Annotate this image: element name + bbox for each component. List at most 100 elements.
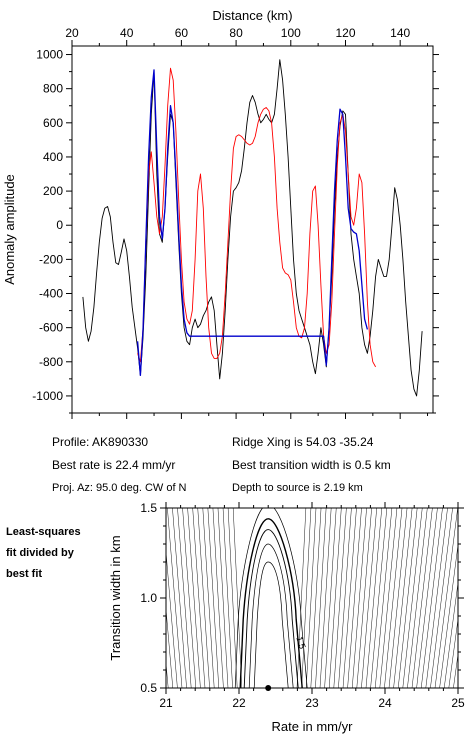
contour-line [347,508,362,688]
profile-id: Profile: AK890330 [52,435,148,449]
contour-line [338,508,352,688]
contour-line [192,508,206,688]
anomaly-series-line [137,67,376,368]
contour-line [166,549,178,688]
contour-line [315,508,327,688]
contour-line [379,508,398,688]
anomaly-plot-frame [71,45,434,414]
contour-line [443,581,458,688]
misfit-contour-chart: 21 22 23 24 25 0.5 1.0 1.5 1.5 Rate in mm/yr Tr… [108,501,465,734]
x-tick-label: 140 [390,26,410,40]
x-tick-label: 100 [281,26,301,40]
contour-line [305,508,317,688]
y-tick-label: 0.5 [140,681,157,695]
contour-line [448,617,458,688]
y-tick-label: 400 [43,150,63,164]
best-transition-width: Best transition width is 0.5 km [232,458,391,472]
contour-line [232,508,243,688]
x-tick-label: 20 [65,26,79,40]
contour-line [430,508,453,688]
anomaly-profile-chart: 20 40 60 80 100 120 140 1000 800 600 400 200 0 -200 -4… [2,8,439,419]
note-line-3: best fit [6,568,42,580]
anomaly-axis-label: Anomaly amplitude [2,174,17,285]
contour-line [182,508,197,688]
contour-line [207,508,220,688]
y-tick-label: 600 [43,116,63,130]
y-tick-label: -600 [39,321,63,335]
contour-line [122,508,141,688]
contour-line [370,508,388,688]
y-tick-label: 1.0 [140,591,157,605]
contour-line [388,508,408,688]
x-tick-label: 22 [232,696,246,710]
best-rate: Best rate is 22.4 mm/yr [52,458,175,472]
contour-line [361,508,377,688]
contour-line [420,508,443,688]
contour-line [227,508,238,688]
contour-line [439,543,458,688]
x-tick-label: 25 [451,696,465,710]
contour-line [301,508,312,688]
note-line-2: fit divided by [6,547,75,559]
contour-line [397,508,418,688]
transition-width-axis-label: Transition width in km [108,535,123,660]
y-tick-label: -400 [39,287,63,301]
x-tick-label: 60 [175,26,189,40]
anomaly-series-line [82,59,423,397]
y-tick-label: 1.5 [140,501,157,515]
source-depth: Depth to source is 2.19 km [232,482,363,494]
x-tick-label: 120 [335,26,355,40]
contour-line [197,508,210,688]
contour-arch [239,518,303,688]
y-tick-label: 200 [43,184,63,198]
contour-line [167,508,183,688]
contour-arch [248,543,294,688]
contour-line [411,508,433,688]
contour-line [342,508,357,688]
contour-line [356,508,372,688]
contour-line [319,508,332,688]
contour-line [212,508,224,688]
distance-axis-label: Distance (km) [212,8,292,23]
contour-line [434,508,458,688]
contour-line [333,508,347,688]
x-tick-label: 23 [305,696,319,710]
contour-line [172,508,187,688]
contour-axis-ticks: 21 22 23 24 25 0.5 1.0 1.5 [140,501,465,710]
ridge-crossing: Ridge Xing is 54.03 -35.24 [232,435,374,449]
y-tick-label: -200 [39,252,63,266]
contour-line [202,508,215,688]
x-tick-label: 21 [159,696,173,710]
x-tick-label: 80 [229,26,243,40]
contour-line [328,508,342,688]
contour-line [217,508,229,688]
contour-line [453,652,458,688]
contour-line [407,508,428,688]
x-tick-label: 24 [378,696,392,710]
contour-line [425,508,448,688]
contour-line [310,508,322,688]
note-line-1: Least-squares [6,526,81,538]
anomaly-series-group [82,59,423,397]
contour-line [365,508,383,688]
profile-info: Profile: AK890330 Best rate is 22.4 mm/y… [52,435,391,494]
contour-lines [122,508,458,688]
rate-axis-label: Rate in mm/yr [272,719,354,734]
contour-line [187,508,201,688]
y-tick-label: 0 [56,218,63,232]
contour-line [166,606,174,688]
y-tick-label: 800 [43,82,63,96]
anomaly-axis-ticks: 20 40 60 80 100 120 140 1000 800 600 400 200 0 -200 -4… [32,26,439,419]
projection-azimuth: Proj. Az: 95.0 deg. CW of N [52,482,187,494]
contour-line [393,508,413,688]
y-tick-label: -1000 [32,389,63,403]
contour-line [324,508,337,688]
contour-line [416,508,438,688]
y-tick-label: 1000 [36,48,63,62]
contour-line [402,508,423,688]
y-tick-label: -800 [39,355,63,369]
contour-line [374,508,393,688]
contour-arch [243,529,299,688]
best-fit-point [265,685,272,691]
least-squares-note: Least-squares fit divided by best fit [6,526,81,580]
